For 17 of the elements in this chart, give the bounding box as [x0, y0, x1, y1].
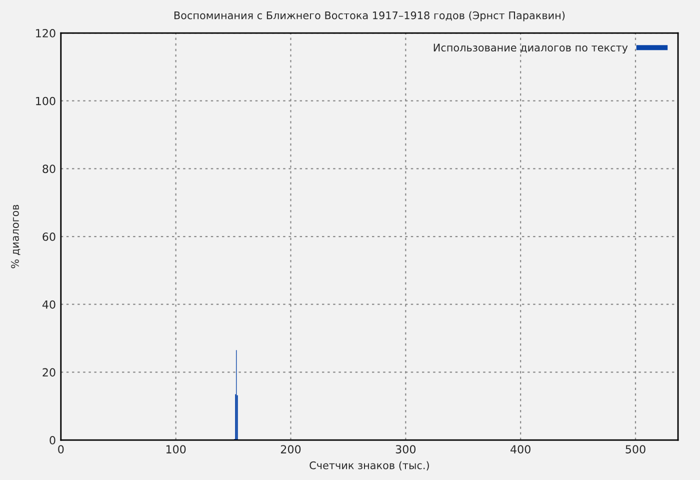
x-tick-label: 100	[166, 445, 186, 454]
x-tick-label: 300	[396, 445, 416, 454]
y-axis-title: % диалогов	[11, 204, 20, 268]
y-tick-label: 60	[42, 232, 56, 241]
y-tick-label: 120	[36, 29, 56, 38]
x-tick-label: 500	[626, 445, 646, 454]
y-tick-label: 20	[42, 368, 56, 377]
y-tick-label: 40	[42, 300, 56, 309]
x-axis-title: Счетчик знаков (тыс.)	[310, 461, 429, 470]
chart-title: Воспоминания с Ближнего Востока 1917–1918 годов (Эрнст Параквин)	[174, 11, 565, 22]
x-tick-label: 0	[58, 445, 64, 454]
legend-label: Использование диалогов по тексту	[434, 44, 628, 54]
x-tick-label: 200	[280, 445, 301, 454]
y-tick-label: 100	[36, 96, 56, 106]
y-tick-label: 0	[50, 436, 56, 444]
y-tick-label: 80	[42, 164, 56, 174]
x-tick-label: 400	[510, 445, 530, 454]
